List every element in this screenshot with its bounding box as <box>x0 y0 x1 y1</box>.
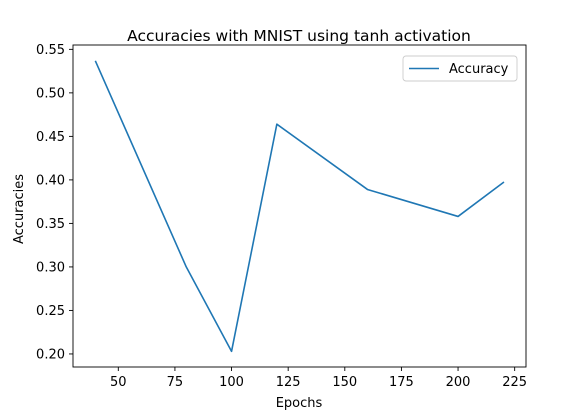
y-tick-label: 0.40 <box>36 173 65 188</box>
plot-area: 50 75 100 125 150 175 200 225 0.20 0.25 0.30 0.35 0.… <box>36 43 527 390</box>
x-tick-label: 200 <box>446 375 471 390</box>
legend-box <box>402 55 518 82</box>
y-tick-label: 0.45 <box>36 130 65 145</box>
x-tick-label: 75 <box>167 375 184 390</box>
y-tick-label: 0.20 <box>36 347 65 362</box>
plot-frame <box>72 44 527 368</box>
legend-label: Accuracy <box>449 62 509 77</box>
series-line-0 <box>94 60 505 353</box>
x-tick-label: 225 <box>502 375 527 390</box>
y-tick-label: 0.55 <box>36 43 65 58</box>
chart-title: Accuracies with MNIST using tanh activat… <box>127 27 471 45</box>
y-axis-label: Accuracies <box>12 174 27 244</box>
x-tick-label: 100 <box>219 375 244 390</box>
x-tick-label: 50 <box>110 375 127 390</box>
x-tick-label: 150 <box>332 375 357 390</box>
x-tick-label: 175 <box>389 375 414 390</box>
y-tick-label: 0.35 <box>36 217 65 232</box>
x-axis-label: Epochs <box>276 396 323 411</box>
y-tick-label: 0.25 <box>36 304 65 319</box>
y-tick-label: 0.30 <box>36 260 65 275</box>
x-tick-label: 125 <box>276 375 301 390</box>
y-tick-label: 0.50 <box>36 86 65 101</box>
